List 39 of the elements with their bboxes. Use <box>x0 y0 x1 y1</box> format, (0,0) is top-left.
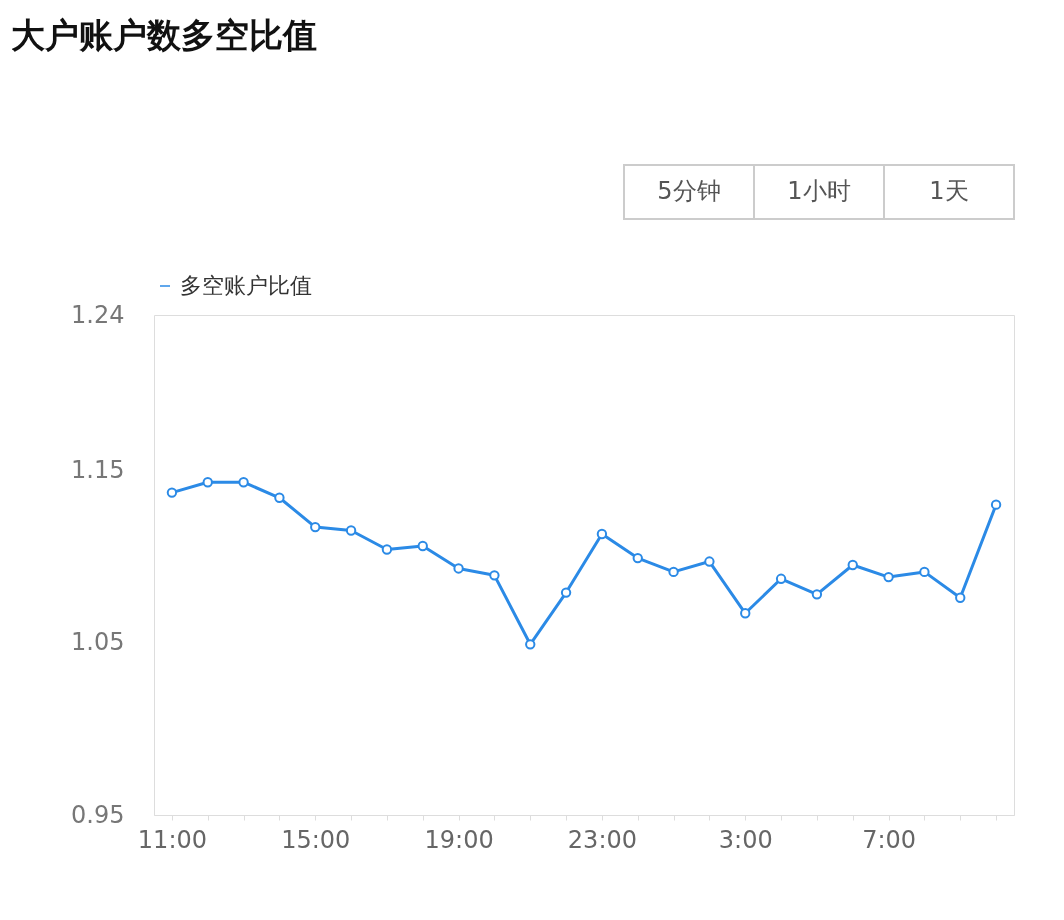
point <box>847 559 858 571</box>
y-tick-label: 1.05 <box>71 628 125 657</box>
point <box>919 566 930 578</box>
point <box>883 571 894 583</box>
text: 1小时 <box>787 177 851 205</box>
point <box>310 521 321 533</box>
y-tick-label: 1.15 <box>71 455 125 484</box>
point <box>632 552 643 564</box>
legend-label: 多空账户比值 <box>180 273 312 298</box>
x-tick-label: 19:00 <box>424 825 494 854</box>
point <box>596 528 608 540</box>
point <box>274 492 285 503</box>
point <box>417 540 428 552</box>
point <box>453 563 464 574</box>
point <box>990 499 1002 510</box>
x-tick-label: 3:00 <box>718 825 773 854</box>
x-tick-label: 11:00 <box>137 825 207 854</box>
point <box>489 570 500 581</box>
point <box>668 566 679 578</box>
point <box>166 487 178 498</box>
point <box>560 587 572 598</box>
point <box>381 544 393 555</box>
point <box>238 477 249 488</box>
text: 5分钟 <box>657 177 721 205</box>
point <box>740 608 751 619</box>
point <box>775 573 787 584</box>
chart-title: 大户账户数多空比值 <box>10 15 317 55</box>
point <box>202 477 213 488</box>
point <box>345 525 357 536</box>
point <box>955 592 966 603</box>
y-tick-label: 0.95 <box>71 800 125 829</box>
x-tick-label: 15:00 <box>281 825 351 854</box>
point <box>704 556 715 567</box>
point <box>525 639 536 650</box>
x-tick-label: 7:00 <box>862 825 917 854</box>
point <box>811 589 823 600</box>
x-tick-label: 23:00 <box>567 825 637 854</box>
y-tick-label: 1.24 <box>71 300 125 329</box>
text: 1天 <box>929 177 969 205</box>
